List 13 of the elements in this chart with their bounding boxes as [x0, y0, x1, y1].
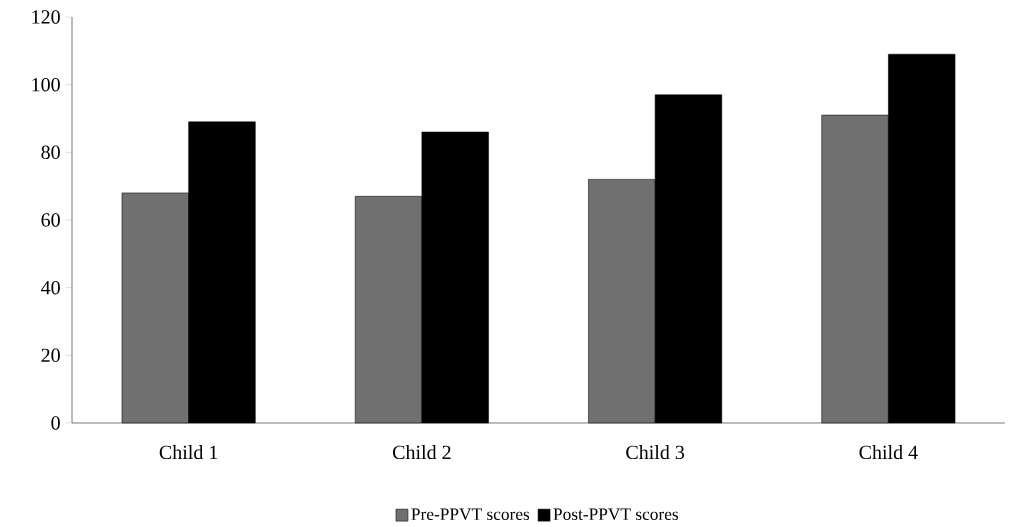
x-tick-label: Child 2	[392, 444, 451, 460]
x-tick-label: Child 4	[859, 444, 918, 460]
y-tick-label: 20	[41, 348, 60, 362]
y-tick-label: 120	[32, 10, 60, 24]
y-tick-label: 0	[51, 416, 60, 430]
y-tick-label: 80	[41, 145, 60, 159]
legend-label: Pre-PPVT scores	[411, 508, 530, 521]
y-tick-label: 100	[32, 77, 60, 92]
x-tick-label: Child 1	[159, 444, 218, 460]
y-tick-label: 40	[41, 280, 60, 295]
legend-label: Post-PPVT scores	[553, 508, 679, 521]
x-tick-label: Child 3	[626, 444, 685, 460]
y-tick-label: 60	[41, 213, 60, 227]
